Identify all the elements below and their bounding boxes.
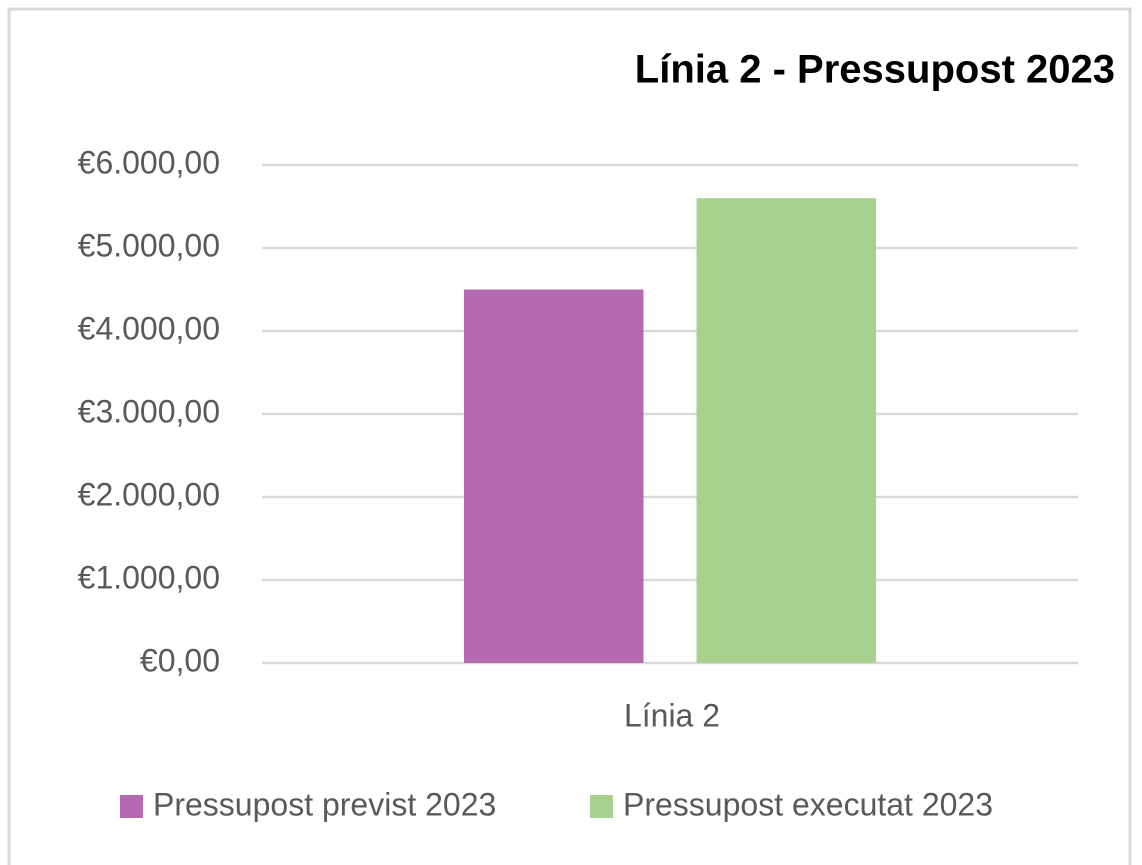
- y-tick-label: €6.000,00: [78, 144, 220, 180]
- x-tick-label: Línia 2: [624, 697, 720, 733]
- y-tick-label: €5.000,00: [78, 227, 220, 263]
- y-tick-label: €1.000,00: [78, 559, 220, 595]
- legend-label: Pressupost previst 2023: [153, 786, 496, 822]
- y-tick-label: €2.000,00: [78, 476, 220, 512]
- y-tick-label: €0,00: [140, 642, 220, 678]
- chart-title: Línia 2 - Pressupost 2023: [635, 48, 1115, 92]
- legend-swatch: [120, 795, 143, 818]
- legend-label: Pressupost executat 2023: [623, 786, 993, 822]
- bar: [463, 289, 644, 663]
- y-tick-label: €3.000,00: [78, 393, 220, 429]
- legend-swatch: [590, 795, 613, 818]
- y-tick-label: €4.000,00: [78, 310, 220, 346]
- bar: [696, 198, 877, 663]
